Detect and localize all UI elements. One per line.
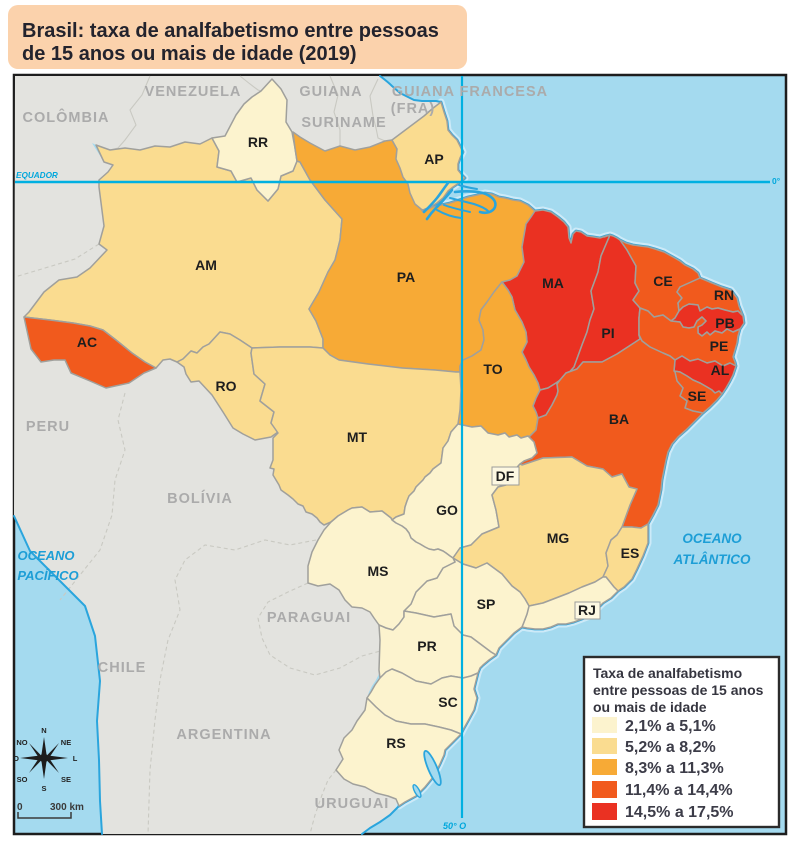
svg-text:ARGENTINA: ARGENTINA <box>176 727 271 743</box>
svg-text:NE: NE <box>61 738 71 747</box>
svg-text:SE: SE <box>688 388 707 404</box>
svg-text:COLÔMBIA: COLÔMBIA <box>23 108 110 126</box>
svg-text:N: N <box>41 726 46 735</box>
svg-text:O: O <box>13 754 19 763</box>
svg-text:MG: MG <box>547 530 570 546</box>
svg-text:2,1% a 5,1%: 2,1% a 5,1% <box>625 718 716 735</box>
svg-text:RS: RS <box>386 735 405 751</box>
svg-text:SURINAME: SURINAME <box>301 115 386 131</box>
svg-text:SO: SO <box>17 775 28 784</box>
svg-text:EQUADOR: EQUADOR <box>16 171 58 180</box>
svg-text:0: 0 <box>17 802 23 813</box>
svg-text:14,5% a 17,5%: 14,5% a 17,5% <box>625 804 734 821</box>
svg-text:CHILE: CHILE <box>98 660 147 676</box>
svg-text:PA: PA <box>397 269 415 285</box>
svg-text:ES: ES <box>621 545 640 561</box>
svg-text:entre pessoas de 15 anos: entre pessoas de 15 anos <box>593 682 764 698</box>
svg-text:BA: BA <box>609 411 629 427</box>
svg-text:NO: NO <box>16 738 27 747</box>
svg-text:ou mais de idade: ou mais de idade <box>593 699 707 715</box>
svg-text:GUIANA: GUIANA <box>299 84 362 100</box>
svg-text:Brasil: taxa de analfabetismo: Brasil: taxa de analfabetismo entre pess… <box>22 20 439 42</box>
svg-text:RO: RO <box>216 378 237 394</box>
svg-text:BOLÍVIA: BOLÍVIA <box>167 490 233 507</box>
svg-text:Taxa de analfabetismo: Taxa de analfabetismo <box>593 665 742 681</box>
svg-text:RR: RR <box>248 134 268 150</box>
svg-text:0°: 0° <box>772 176 781 186</box>
svg-text:PR: PR <box>417 638 436 654</box>
svg-text:(FRA): (FRA) <box>391 101 435 117</box>
svg-text:CE: CE <box>653 273 672 289</box>
svg-text:VENEZUELA: VENEZUELA <box>145 84 242 100</box>
svg-text:DF: DF <box>496 468 515 484</box>
svg-text:8,3% a 11,3%: 8,3% a 11,3% <box>625 760 724 777</box>
svg-text:11,4% a 14,4%: 11,4% a 14,4% <box>625 782 733 799</box>
svg-text:OCEANO: OCEANO <box>682 531 742 546</box>
svg-text:RN: RN <box>714 287 734 303</box>
svg-text:50° O: 50° O <box>443 821 466 831</box>
svg-text:SP: SP <box>477 596 496 612</box>
svg-text:S: S <box>41 784 46 793</box>
svg-text:PERU: PERU <box>26 419 70 435</box>
svg-text:GO: GO <box>436 502 458 518</box>
svg-text:AL: AL <box>711 362 730 378</box>
svg-text:MT: MT <box>347 429 368 445</box>
svg-text:AM: AM <box>195 257 217 273</box>
svg-text:300 km: 300 km <box>50 802 84 813</box>
svg-text:OCEANO: OCEANO <box>17 548 74 563</box>
svg-text:MA: MA <box>542 275 564 291</box>
svg-text:PE: PE <box>710 338 729 354</box>
svg-text:MS: MS <box>368 563 389 579</box>
svg-text:GUIANA FRANCESA: GUIANA FRANCESA <box>392 84 548 100</box>
svg-text:SC: SC <box>438 694 457 710</box>
svg-text:PB: PB <box>715 315 734 331</box>
svg-text:ATLÂNTICO: ATLÂNTICO <box>673 552 751 567</box>
svg-text:PARAGUAI: PARAGUAI <box>267 610 351 626</box>
svg-text:PACÍFICO: PACÍFICO <box>17 568 78 583</box>
svg-text:AC: AC <box>77 334 97 350</box>
svg-text:de 15 anos ou mais de idade (2: de 15 anos ou mais de idade (2019) <box>22 43 357 65</box>
svg-text:TO: TO <box>483 361 502 377</box>
svg-text:RJ: RJ <box>578 602 596 618</box>
svg-text:5,2% a 8,2%: 5,2% a 8,2% <box>625 739 716 756</box>
svg-text:AP: AP <box>424 151 443 167</box>
svg-text:PI: PI <box>601 325 614 341</box>
svg-text:L: L <box>73 754 78 763</box>
svg-text:SE: SE <box>61 775 71 784</box>
svg-text:URUGUAI: URUGUAI <box>315 796 390 812</box>
